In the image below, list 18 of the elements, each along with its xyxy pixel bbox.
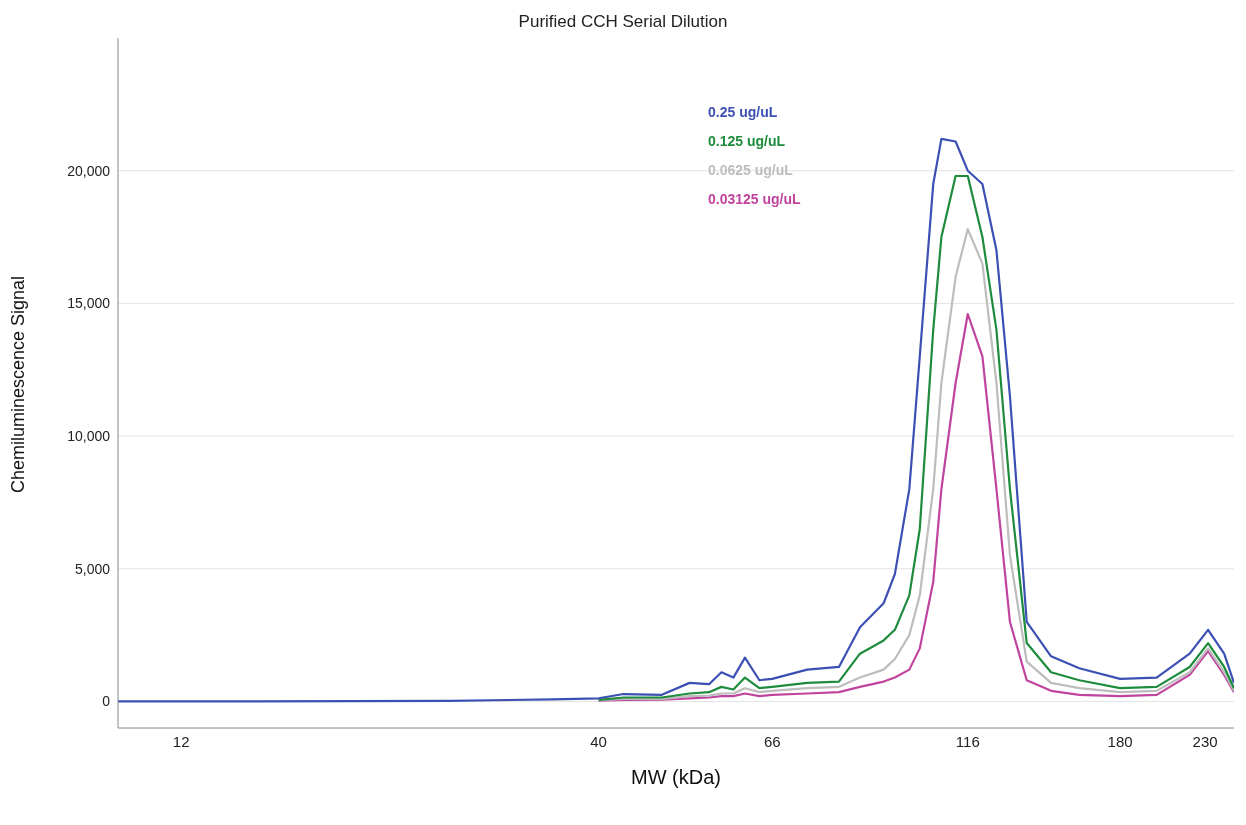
text: 0.125 ug/uL — [708, 132, 787, 151]
x-tick-label: 116 — [955, 732, 980, 750]
chart-title: Purified CCH Serial Dilution — [517, 12, 729, 32]
x-tick-label: 40 — [590, 732, 607, 750]
y-tick-label: 15,000 — [67, 295, 111, 312]
x-axis-title: MW (kDa) — [631, 766, 721, 788]
y-tick-label: 5,000 — [74, 560, 111, 577]
x-tick-label: 12 — [172, 732, 190, 750]
x-tick-label: 230 — [1192, 732, 1218, 750]
text: 0.03125 ug/uL — [708, 190, 801, 209]
y-tick-label: 10,000 — [67, 428, 111, 445]
y-tick-label: 20,000 — [67, 162, 111, 179]
text: 0.0625 ug/uL — [708, 161, 794, 180]
text: 0.25 ug/uL — [708, 103, 779, 122]
y-axis-title: Chemiluminescence Signal — [8, 275, 29, 493]
y-tick-label: 0 — [102, 693, 111, 710]
x-tick-label: 66 — [763, 732, 781, 750]
x-tick-label: 180 — [1107, 732, 1133, 750]
